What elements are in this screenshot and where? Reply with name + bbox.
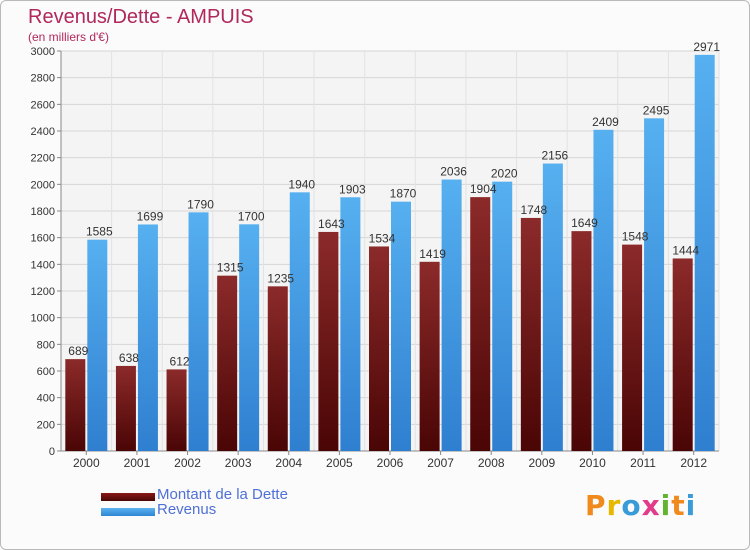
x-tick-label: 2002: [174, 456, 201, 470]
bar-revenus: [694, 54, 715, 451]
x-tick-label: 2009: [528, 456, 555, 470]
logo-letter: t: [671, 489, 686, 522]
data-label-dette: 1235: [267, 271, 294, 285]
x-tick-label: 2001: [124, 456, 151, 470]
data-label-dette: 1643: [318, 217, 345, 231]
logo-letter: o: [621, 489, 642, 522]
x-tick-label: 2005: [326, 456, 353, 470]
y-tick-label: 600: [37, 366, 55, 378]
plot-area: [61, 51, 719, 451]
data-label-dette: 1534: [369, 231, 396, 245]
x-tick-label: 2003: [225, 456, 252, 470]
bar-dette: [115, 365, 136, 451]
y-tick-label: 0: [49, 446, 55, 458]
data-label-revenus: 2020: [491, 167, 518, 181]
bar-dette: [318, 231, 339, 451]
legend-swatch-dette: [101, 493, 155, 501]
x-tick-label: 2011: [630, 456, 656, 470]
y-tick-label: 2600: [31, 99, 55, 111]
y-tick-label: 1400: [31, 259, 55, 271]
data-label-dette: 1649: [571, 216, 598, 230]
bar-dette: [520, 217, 541, 451]
y-tick-label: 2800: [31, 73, 55, 85]
chart-subtitle: (en milliers d'€): [28, 30, 109, 44]
bar-revenus: [340, 197, 361, 451]
bar-revenus: [239, 224, 260, 451]
y-tick-label: 200: [37, 419, 55, 431]
data-label-dette: 638: [119, 351, 139, 365]
data-label-revenus: 1699: [137, 209, 164, 223]
data-label-revenus: 2156: [541, 149, 568, 163]
y-tick-label: 1000: [31, 313, 55, 325]
y-tick-label: 1600: [31, 233, 55, 245]
y-tick-label: 400: [37, 393, 55, 405]
bar-dette: [267, 286, 288, 451]
bar-dette: [672, 258, 693, 451]
data-label-revenus: 1870: [390, 187, 417, 201]
data-label-revenus: 1700: [238, 209, 265, 223]
bar-revenus: [644, 118, 665, 451]
data-label-dette: 1315: [217, 261, 244, 275]
logo-letter: i: [660, 489, 672, 522]
data-label-dette: 1748: [520, 203, 547, 217]
y-tick-label: 1200: [31, 286, 55, 298]
bar-revenus: [391, 201, 411, 451]
data-label-revenus: 1585: [86, 225, 113, 239]
bar-dette: [166, 369, 187, 451]
data-label-dette: 612: [170, 354, 190, 368]
y-tick-label: 2200: [31, 153, 55, 165]
data-label-revenus: 2409: [592, 115, 619, 129]
bar-revenus: [542, 163, 563, 452]
x-tick-label: 2000: [73, 456, 100, 470]
bar-revenus: [188, 212, 209, 451]
x-tick-label: 2004: [275, 456, 302, 470]
x-tick-label: 2012: [680, 456, 707, 470]
bar-revenus: [87, 239, 108, 451]
x-tick-label: 2008: [478, 456, 505, 470]
logo-letter: P: [585, 489, 607, 522]
logo-letter: r: [606, 489, 622, 522]
bar-dette: [65, 359, 86, 451]
bar-dette: [470, 197, 491, 451]
logo-letter: x: [641, 489, 661, 522]
bar-dette: [369, 246, 389, 451]
logo-letter: i: [685, 489, 697, 522]
x-tick-label: 2007: [427, 456, 454, 470]
bar-revenus: [137, 224, 158, 451]
bar-dette: [622, 244, 643, 451]
y-tick-label: 2400: [31, 126, 55, 138]
x-tick-label: 2010: [579, 456, 606, 470]
bar-revenus: [289, 192, 310, 452]
data-label-dette: 1419: [419, 247, 446, 261]
y-tick-label: 1800: [31, 206, 55, 218]
bar-dette: [217, 275, 238, 451]
y-tick-label: 3000: [31, 46, 55, 58]
bar-dette: [571, 231, 592, 451]
bar-revenus: [441, 179, 462, 452]
data-label-revenus: 1790: [187, 197, 214, 211]
bar-dette: [419, 261, 440, 451]
data-label-revenus: 1940: [288, 177, 315, 191]
legend-label-revenus: Revenus: [157, 501, 217, 518]
data-label-revenus: 2495: [643, 103, 670, 117]
legend-swatch-revenus: [101, 508, 155, 516]
legend-label-dette: Montant de la Dette: [157, 486, 288, 503]
y-tick-label: 2000: [31, 179, 55, 191]
data-label-revenus: 2036: [440, 165, 467, 179]
proxiti-logo: Proxiti: [585, 489, 696, 522]
data-label-dette: 689: [68, 344, 88, 358]
x-tick-label: 2006: [377, 456, 404, 470]
chart-title: Revenus/Dette - AMPUIS: [28, 6, 254, 28]
bar-revenus: [593, 129, 614, 452]
data-label-dette: 1444: [672, 243, 699, 257]
data-label-revenus: 1903: [339, 182, 366, 196]
bar-revenus: [492, 181, 513, 451]
data-label-dette: 1548: [622, 230, 649, 244]
data-label-revenus: 2971: [693, 40, 720, 54]
data-label-dette: 1904: [470, 182, 497, 196]
y-tick-label: 800: [37, 339, 55, 351]
